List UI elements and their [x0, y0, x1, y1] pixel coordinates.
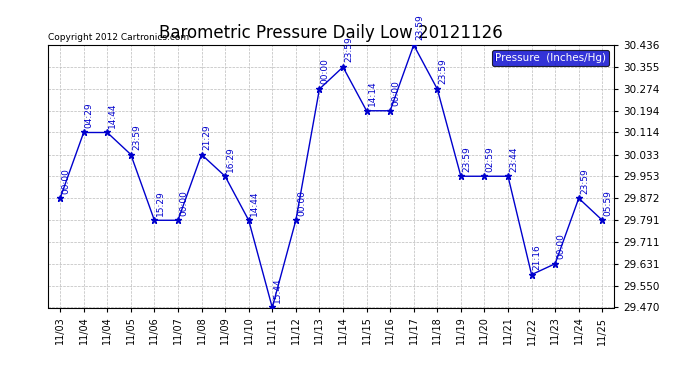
Text: 23:59: 23:59 — [462, 146, 471, 171]
Text: 21:16: 21:16 — [533, 244, 542, 270]
Text: 00:00: 00:00 — [556, 233, 565, 259]
Text: 00:00: 00:00 — [321, 58, 330, 84]
Text: 04:29: 04:29 — [85, 102, 94, 128]
Text: 14:44: 14:44 — [108, 102, 117, 128]
Text: 00:00: 00:00 — [179, 190, 188, 216]
Text: 15:29: 15:29 — [155, 190, 165, 216]
Text: 14:44: 14:44 — [250, 190, 259, 216]
Text: 14:14: 14:14 — [368, 80, 377, 106]
Text: 23:59: 23:59 — [415, 15, 424, 40]
Text: 21:29: 21:29 — [203, 124, 212, 150]
Text: 23:59: 23:59 — [344, 36, 353, 62]
Text: 23:44: 23:44 — [509, 146, 518, 171]
Text: 23:59: 23:59 — [438, 58, 448, 84]
Legend: Pressure  (Inches/Hg): Pressure (Inches/Hg) — [492, 50, 609, 66]
Text: 16:29: 16:29 — [226, 146, 235, 171]
Text: 15:44: 15:44 — [273, 277, 282, 303]
Text: 02:59: 02:59 — [486, 146, 495, 171]
Text: 05:59: 05:59 — [604, 190, 613, 216]
Text: 00:00: 00:00 — [61, 168, 70, 194]
Text: 00:00: 00:00 — [297, 190, 306, 216]
Text: 00:00: 00:00 — [391, 80, 400, 106]
Title: Barometric Pressure Daily Low 20121126: Barometric Pressure Daily Low 20121126 — [159, 24, 503, 42]
Text: 23:59: 23:59 — [132, 124, 141, 150]
Text: 23:59: 23:59 — [580, 168, 589, 194]
Text: Copyright 2012 Cartronics.com: Copyright 2012 Cartronics.com — [48, 33, 190, 42]
